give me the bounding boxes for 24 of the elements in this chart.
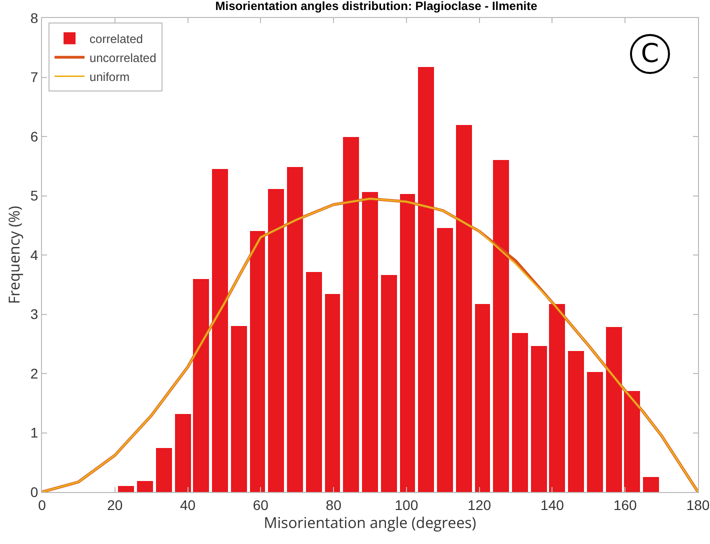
y-tick-label: 3 — [30, 306, 38, 322]
x-tick-label: 180 — [686, 496, 710, 513]
legend-label: uncorrelated — [90, 50, 156, 65]
x-tick-label: 140 — [540, 496, 564, 513]
x-tick-label: 20 — [107, 496, 123, 513]
x-tick-label: 120 — [468, 496, 492, 513]
x-tick-label: 60 — [252, 496, 269, 513]
x-tick-label: 100 — [394, 496, 418, 513]
y-axis-title: Frequency (%) — [4, 206, 25, 304]
legend-label: correlated — [90, 32, 143, 46]
y-tick-label: 4 — [30, 246, 38, 263]
y-tick-label: 5 — [30, 188, 38, 204]
x-tick-label: 40 — [180, 496, 196, 513]
chart-title: Misorientation angles distribution: Plagioclase - Ilmenite — [215, 0, 538, 14]
legend-label: uniform — [90, 70, 130, 84]
y-tick-label: 1 — [30, 424, 38, 441]
x-tick-label: 80 — [326, 496, 342, 513]
y-tick-label: 8 — [30, 10, 38, 26]
y-tick-label: 7 — [30, 69, 38, 86]
y-tick-label: 2 — [30, 365, 38, 382]
y-tick-label: 0 — [30, 484, 38, 500]
x-tick-label: 160 — [613, 496, 638, 513]
x-axis-title: Misorientation angle (degrees) — [264, 512, 476, 533]
y-tick-label: 6 — [30, 128, 38, 144]
